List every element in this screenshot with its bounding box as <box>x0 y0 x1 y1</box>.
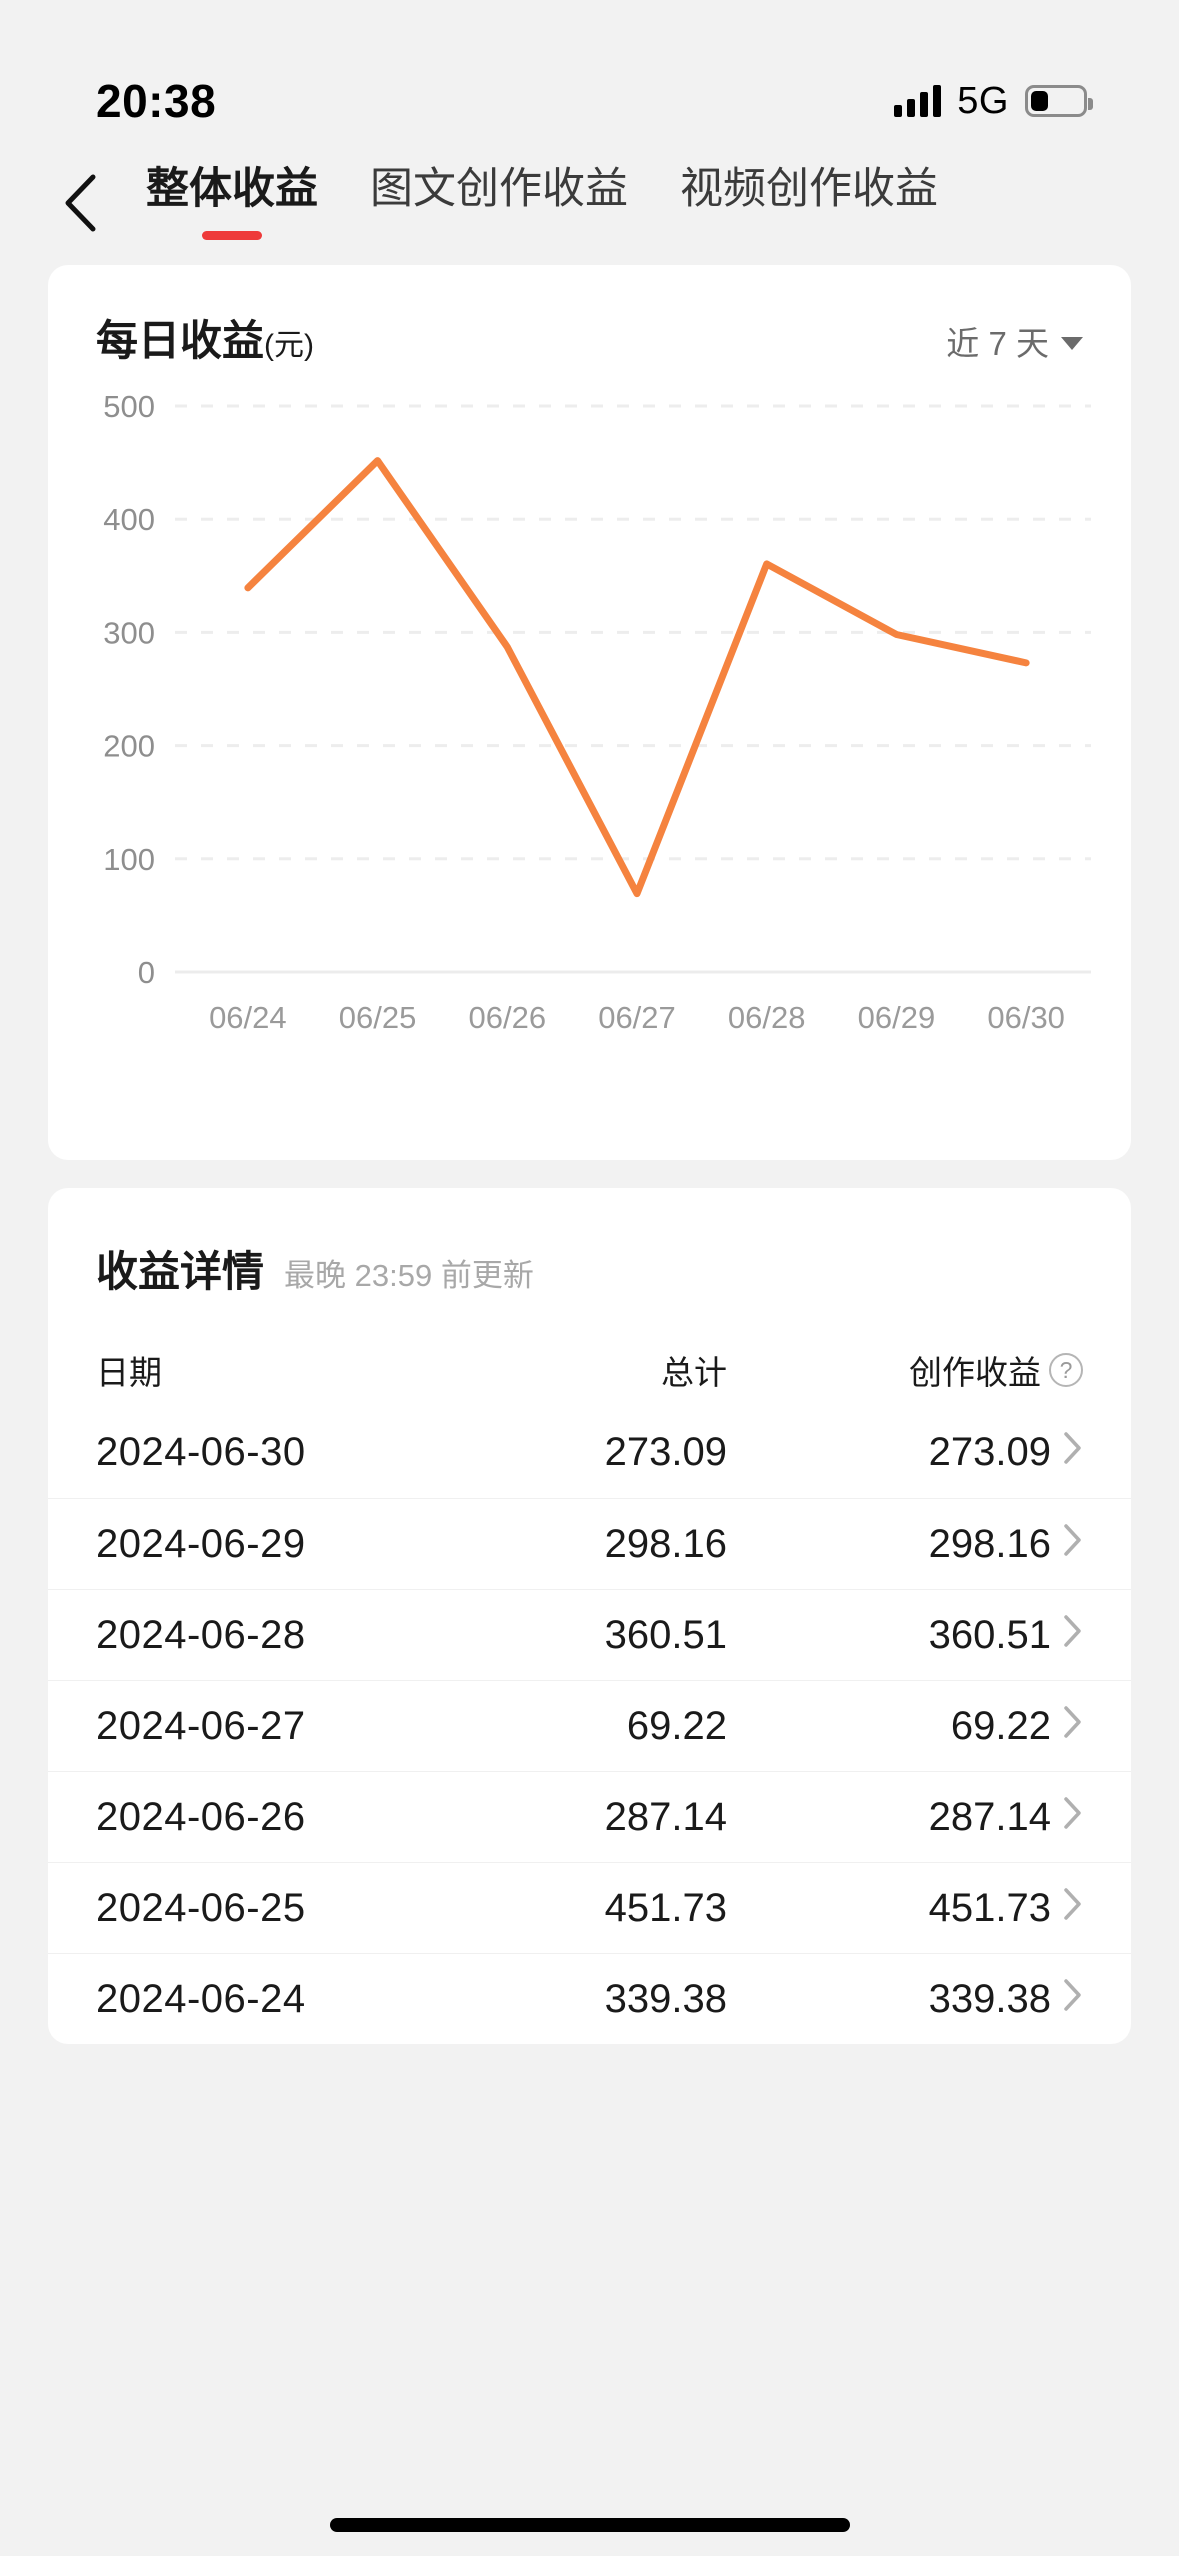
cell-creation-value: 339.38 <box>928 1976 1051 2021</box>
cell-creation-value: 273.09 <box>928 1430 1051 1474</box>
tab-bar: 整体收益 图文创作收益 视频创作收益 <box>120 165 964 240</box>
cell-creation-value: 298.16 <box>928 1521 1051 1566</box>
table-row[interactable]: 2024-06-26 287.14 287.14 <box>48 1771 1131 1862</box>
tab-active-underline <box>469 231 529 240</box>
chevron-right-icon[interactable] <box>1063 1886 1083 1931</box>
tab-active-underline <box>202 230 262 240</box>
cell-date: 2024-06-28 <box>96 1612 306 1657</box>
cell-total: 69.22 <box>626 1703 727 1748</box>
cell-total: 273.09 <box>604 1430 727 1474</box>
cell-date: 2024-06-26 <box>96 1794 306 1839</box>
table-row[interactable]: 2024-06-27 69.22 69.22 <box>48 1680 1131 1771</box>
cell-total: 298.16 <box>604 1521 727 1566</box>
battery-low-icon <box>1025 85 1093 117</box>
cell-creation-earnings: 451.73 <box>823 1886 1083 1931</box>
tab-label: 整体收益 <box>146 165 318 214</box>
cell-date: 2024-06-27 <box>96 1703 306 1748</box>
svg-text:06/28: 06/28 <box>728 1000 806 1035</box>
table-row[interactable]: 2024-06-28 360.51 360.51 <box>48 1589 1131 1680</box>
chevron-right-icon[interactable] <box>1063 1977 1083 2022</box>
home-indicator <box>329 2518 850 2532</box>
daily-earnings-chart-card: 每日收益(元) 近 7 天 0 100 200 300 400 500 06/24 06/25… <box>48 265 1131 1160</box>
table-row[interactable]: 2024-06-29 298.16 298.16 <box>48 1498 1131 1589</box>
svg-text:300: 300 <box>103 615 155 650</box>
chevron-left-icon <box>63 174 97 232</box>
chevron-right-icon[interactable] <box>1063 1613 1083 1658</box>
earnings-detail-card: 收益详情 最晚 23:59 前更新 日期 总计 创作收益 ? 2024-06-3… <box>48 1188 1131 2044</box>
column-header-date: 日期 <box>96 1354 162 1391</box>
table-row[interactable]: 2024-06-25 451.73 451.73 <box>48 1862 1131 1953</box>
cell-creation-earnings: 69.22 <box>823 1704 1083 1749</box>
cell-creation-value: 451.73 <box>928 1885 1051 1930</box>
chevron-down-icon <box>1061 336 1083 350</box>
svg-text:06/27: 06/27 <box>598 1000 676 1035</box>
cell-date: 2024-06-29 <box>96 1521 306 1566</box>
chevron-right-icon[interactable] <box>1063 1795 1083 1840</box>
chart-title-text: 每日收益 <box>96 317 265 364</box>
detail-header: 收益详情 最晚 23:59 前更新 <box>48 1188 1131 1333</box>
cell-creation-value: 69.22 <box>950 1703 1051 1748</box>
cell-date: 2024-06-25 <box>96 1885 306 1930</box>
cell-creation-earnings: 339.38 <box>823 1977 1083 2022</box>
table-header: 日期 总计 创作收益 ? <box>48 1333 1131 1407</box>
status-indicators: 5G <box>894 79 1093 123</box>
back-button[interactable] <box>40 163 120 243</box>
status-time: 20:38 <box>96 75 217 127</box>
svg-text:06/25: 06/25 <box>339 1000 417 1035</box>
column-header-creation: 创作收益 ? <box>823 1346 1083 1394</box>
cell-total: 339.38 <box>604 1976 727 2021</box>
question-circle-icon[interactable]: ? <box>1049 1353 1083 1387</box>
table-row[interactable]: 2024-06-30 273.09 273.09 <box>48 1407 1131 1498</box>
detail-subtitle: 最晚 23:59 前更新 <box>284 1258 534 1293</box>
cell-creation-value: 360.51 <box>928 1612 1051 1657</box>
svg-text:06/30: 06/30 <box>987 1000 1065 1035</box>
tab-label: 视频创作收益 <box>680 165 938 214</box>
cell-date: 2024-06-24 <box>96 1976 306 2021</box>
earnings-table: 日期 总计 创作收益 ? 2024-06-30 273.09 273.09 2024-… <box>48 1333 1131 2044</box>
chevron-right-icon[interactable] <box>1063 1430 1083 1475</box>
network-type-label: 5G <box>957 79 1009 122</box>
svg-text:500: 500 <box>103 389 155 424</box>
tab-article-earnings[interactable]: 图文创作收益 <box>344 165 654 239</box>
svg-text:06/29: 06/29 <box>858 1000 936 1035</box>
chevron-right-icon[interactable] <box>1063 1522 1083 1567</box>
svg-text:0: 0 <box>138 955 155 990</box>
cell-total: 360.51 <box>604 1612 727 1657</box>
cell-creation-earnings: 273.09 <box>823 1430 1083 1475</box>
table-header-row: 日期 总计 创作收益 ? <box>48 1333 1131 1407</box>
tab-label: 图文创作收益 <box>370 165 628 214</box>
svg-text:06/26: 06/26 <box>468 1000 546 1035</box>
column-header-total: 总计 <box>661 1354 727 1391</box>
status-bar: 20:38 5G <box>0 0 1179 150</box>
svg-text:200: 200 <box>103 729 155 764</box>
svg-text:400: 400 <box>103 502 155 537</box>
chart-title: 每日收益(元) <box>96 307 314 368</box>
date-range-selector[interactable]: 近 7 天 <box>946 317 1083 365</box>
tab-overall-earnings[interactable]: 整体收益 <box>120 165 344 240</box>
chart-title-unit: (元) <box>264 329 314 362</box>
date-range-label: 近 7 天 <box>946 325 1049 362</box>
tab-active-underline <box>779 231 839 240</box>
column-header-creation-label: 创作收益 <box>909 1354 1041 1391</box>
cell-creation-earnings: 360.51 <box>823 1613 1083 1658</box>
signal-bars-icon <box>894 85 942 117</box>
chevron-right-icon[interactable] <box>1063 1704 1083 1749</box>
navigation-bar: 整体收益 图文创作收益 视频创作收益 <box>0 150 1179 255</box>
svg-text:06/24: 06/24 <box>209 1000 287 1035</box>
line-chart-plot: 0 100 200 300 400 500 06/24 06/25 06/26 06/27 06/2… <box>48 388 1131 1068</box>
svg-text:100: 100 <box>103 842 155 877</box>
cell-total: 451.73 <box>604 1885 727 1930</box>
cell-date: 2024-06-30 <box>96 1430 306 1474</box>
chart-svg: 0 100 200 300 400 500 06/24 06/25 06/26 06/27 06/2… <box>103 389 1091 1035</box>
cell-total: 287.14 <box>604 1794 727 1839</box>
detail-title: 收益详情 <box>96 1248 265 1295</box>
chart-header: 每日收益(元) 近 7 天 <box>48 307 1131 368</box>
cell-creation-earnings: 287.14 <box>823 1795 1083 1840</box>
cell-creation-earnings: 298.16 <box>823 1522 1083 1567</box>
cell-creation-value: 287.14 <box>928 1794 1051 1839</box>
table-body: 2024-06-30 273.09 273.09 2024-06-29 298.16 29… <box>48 1407 1131 2044</box>
table-row[interactable]: 2024-06-24 339.38 339.38 <box>48 1953 1131 2044</box>
tab-video-earnings[interactable]: 视频创作收益 <box>654 165 964 239</box>
